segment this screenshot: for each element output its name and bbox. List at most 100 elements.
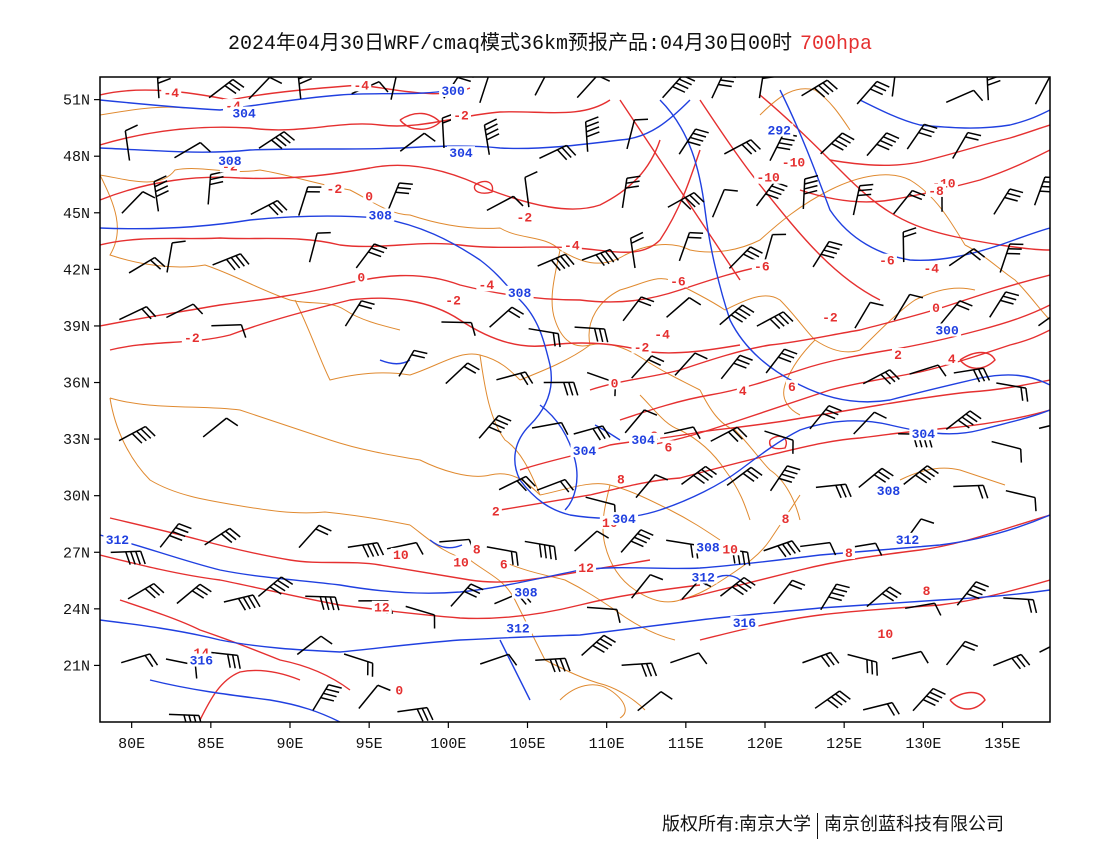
temperature-label-bg (926, 183, 946, 197)
temperature-label-bg (355, 270, 368, 284)
wind-barb (207, 651, 241, 669)
wind-barb (809, 405, 842, 430)
temperature-label: 6 (788, 380, 796, 395)
wind-barb (678, 231, 704, 262)
copyright-footer: 版权所有:南京大学 南京创蓝科技有限公司 (662, 810, 1004, 839)
wind-barb (159, 522, 192, 548)
temperature-label-bg (451, 108, 471, 122)
wind-barb (891, 650, 929, 664)
lat-label: 45N (63, 206, 90, 223)
wind-barb (620, 529, 654, 553)
temperature-label: 12 (578, 561, 594, 576)
temperature-label: 4 (739, 384, 747, 399)
temperature-label-bg (876, 253, 897, 267)
temperature-label: 8 (845, 546, 853, 561)
temperature-label-bg (920, 583, 933, 597)
wind-barb (891, 77, 896, 97)
height-label: 304 (449, 146, 473, 161)
footer-left: 版权所有:南京大学 (662, 814, 812, 834)
wind-barb (769, 465, 801, 492)
temperature-label-bg (576, 561, 597, 575)
wind-barb (298, 186, 322, 216)
map-title: 2024年04月30日WRF/cmaq模式36km预报产品:04月30日00时 7… (0, 26, 1100, 56)
temperature-label: -10 (782, 156, 806, 171)
height-label-bg (694, 540, 722, 554)
temperature-label: -2 (327, 182, 343, 197)
temperature-label-bg (779, 155, 808, 169)
height-label-bg (933, 323, 962, 337)
lon-label: 135E (984, 736, 1020, 753)
wind-barb (174, 141, 211, 159)
height-label: 316 (733, 616, 757, 631)
height-label-bg (874, 483, 903, 497)
wind-barb (812, 240, 843, 268)
temperature-label: 10 (453, 555, 469, 570)
wind-barb (297, 77, 312, 99)
wind-barb (626, 118, 649, 150)
wind-barb (305, 595, 340, 611)
height-label-bg (366, 208, 395, 222)
temperature-label-bg (181, 331, 202, 345)
wind-barb (666, 539, 699, 559)
temperature-label-bg (371, 600, 392, 614)
wind-barb (536, 478, 575, 493)
footer-right: 南京创蓝科技有限公司 (824, 814, 1005, 834)
temperature-label-bg (667, 274, 688, 288)
height-label: 316 (190, 654, 214, 669)
wind-barb (398, 349, 428, 377)
wind-barb (343, 653, 374, 677)
wind-barb (820, 583, 850, 611)
wind-barb (711, 77, 737, 99)
wind-barb (621, 175, 641, 209)
lon-label: 130E (905, 736, 941, 753)
lon-label: 125E (826, 736, 862, 753)
lat-label: 42N (63, 262, 90, 279)
height-labels: 304 300 292 304 308 308 308 300 304 304 304 308 304 3… (103, 83, 962, 669)
temperature-label: 12 (374, 601, 390, 616)
wind-barb (663, 426, 701, 440)
wind-barb (945, 640, 979, 666)
temperature-label-bg (608, 376, 621, 390)
lat-label: 24N (63, 602, 90, 619)
temperature-label-bg (514, 210, 535, 224)
wind-barb (479, 77, 490, 104)
wind-barb (912, 687, 946, 712)
wind-barb (127, 582, 165, 600)
wind-barb (726, 466, 763, 486)
wind-barbs (110, 77, 1050, 722)
lat-label: 51N (63, 93, 90, 110)
height-label: 300 (935, 323, 959, 338)
height-label: 312 (692, 571, 716, 586)
wind-barb (892, 189, 926, 215)
height-contours (100, 89, 1050, 722)
temperature-label: 0 (611, 376, 619, 391)
lon-label: 85E (197, 736, 224, 753)
height-label-bg (893, 532, 922, 546)
wind-barb (800, 541, 837, 556)
temperature-label: 2 (894, 348, 902, 363)
wind-barb (711, 188, 738, 218)
wind-barb (124, 124, 138, 161)
wind-barb (486, 546, 519, 566)
temperature-label-bg (561, 238, 582, 252)
wind-barb (1039, 646, 1050, 653)
wind-barb (387, 182, 413, 212)
wind-barb (862, 369, 900, 385)
temperature-label: -2 (634, 340, 650, 355)
wind-barb (856, 80, 890, 105)
temperature-label: 8 (782, 512, 790, 527)
wind-barb (576, 77, 611, 99)
lon-label: 120E (747, 736, 783, 753)
wind-barb (763, 233, 787, 264)
wind-barb (710, 426, 748, 443)
height-label: 308 (218, 154, 242, 169)
wind-barb (445, 362, 480, 385)
temperature-label-bg (662, 440, 675, 454)
lat-label: 39N (63, 319, 90, 336)
wind-barb (815, 483, 852, 499)
wind-barb (854, 301, 884, 329)
wind-barb (121, 191, 156, 214)
temperature-label-bg (875, 627, 896, 641)
boundary-lines (100, 88, 1050, 719)
wind-barb (996, 382, 1029, 402)
